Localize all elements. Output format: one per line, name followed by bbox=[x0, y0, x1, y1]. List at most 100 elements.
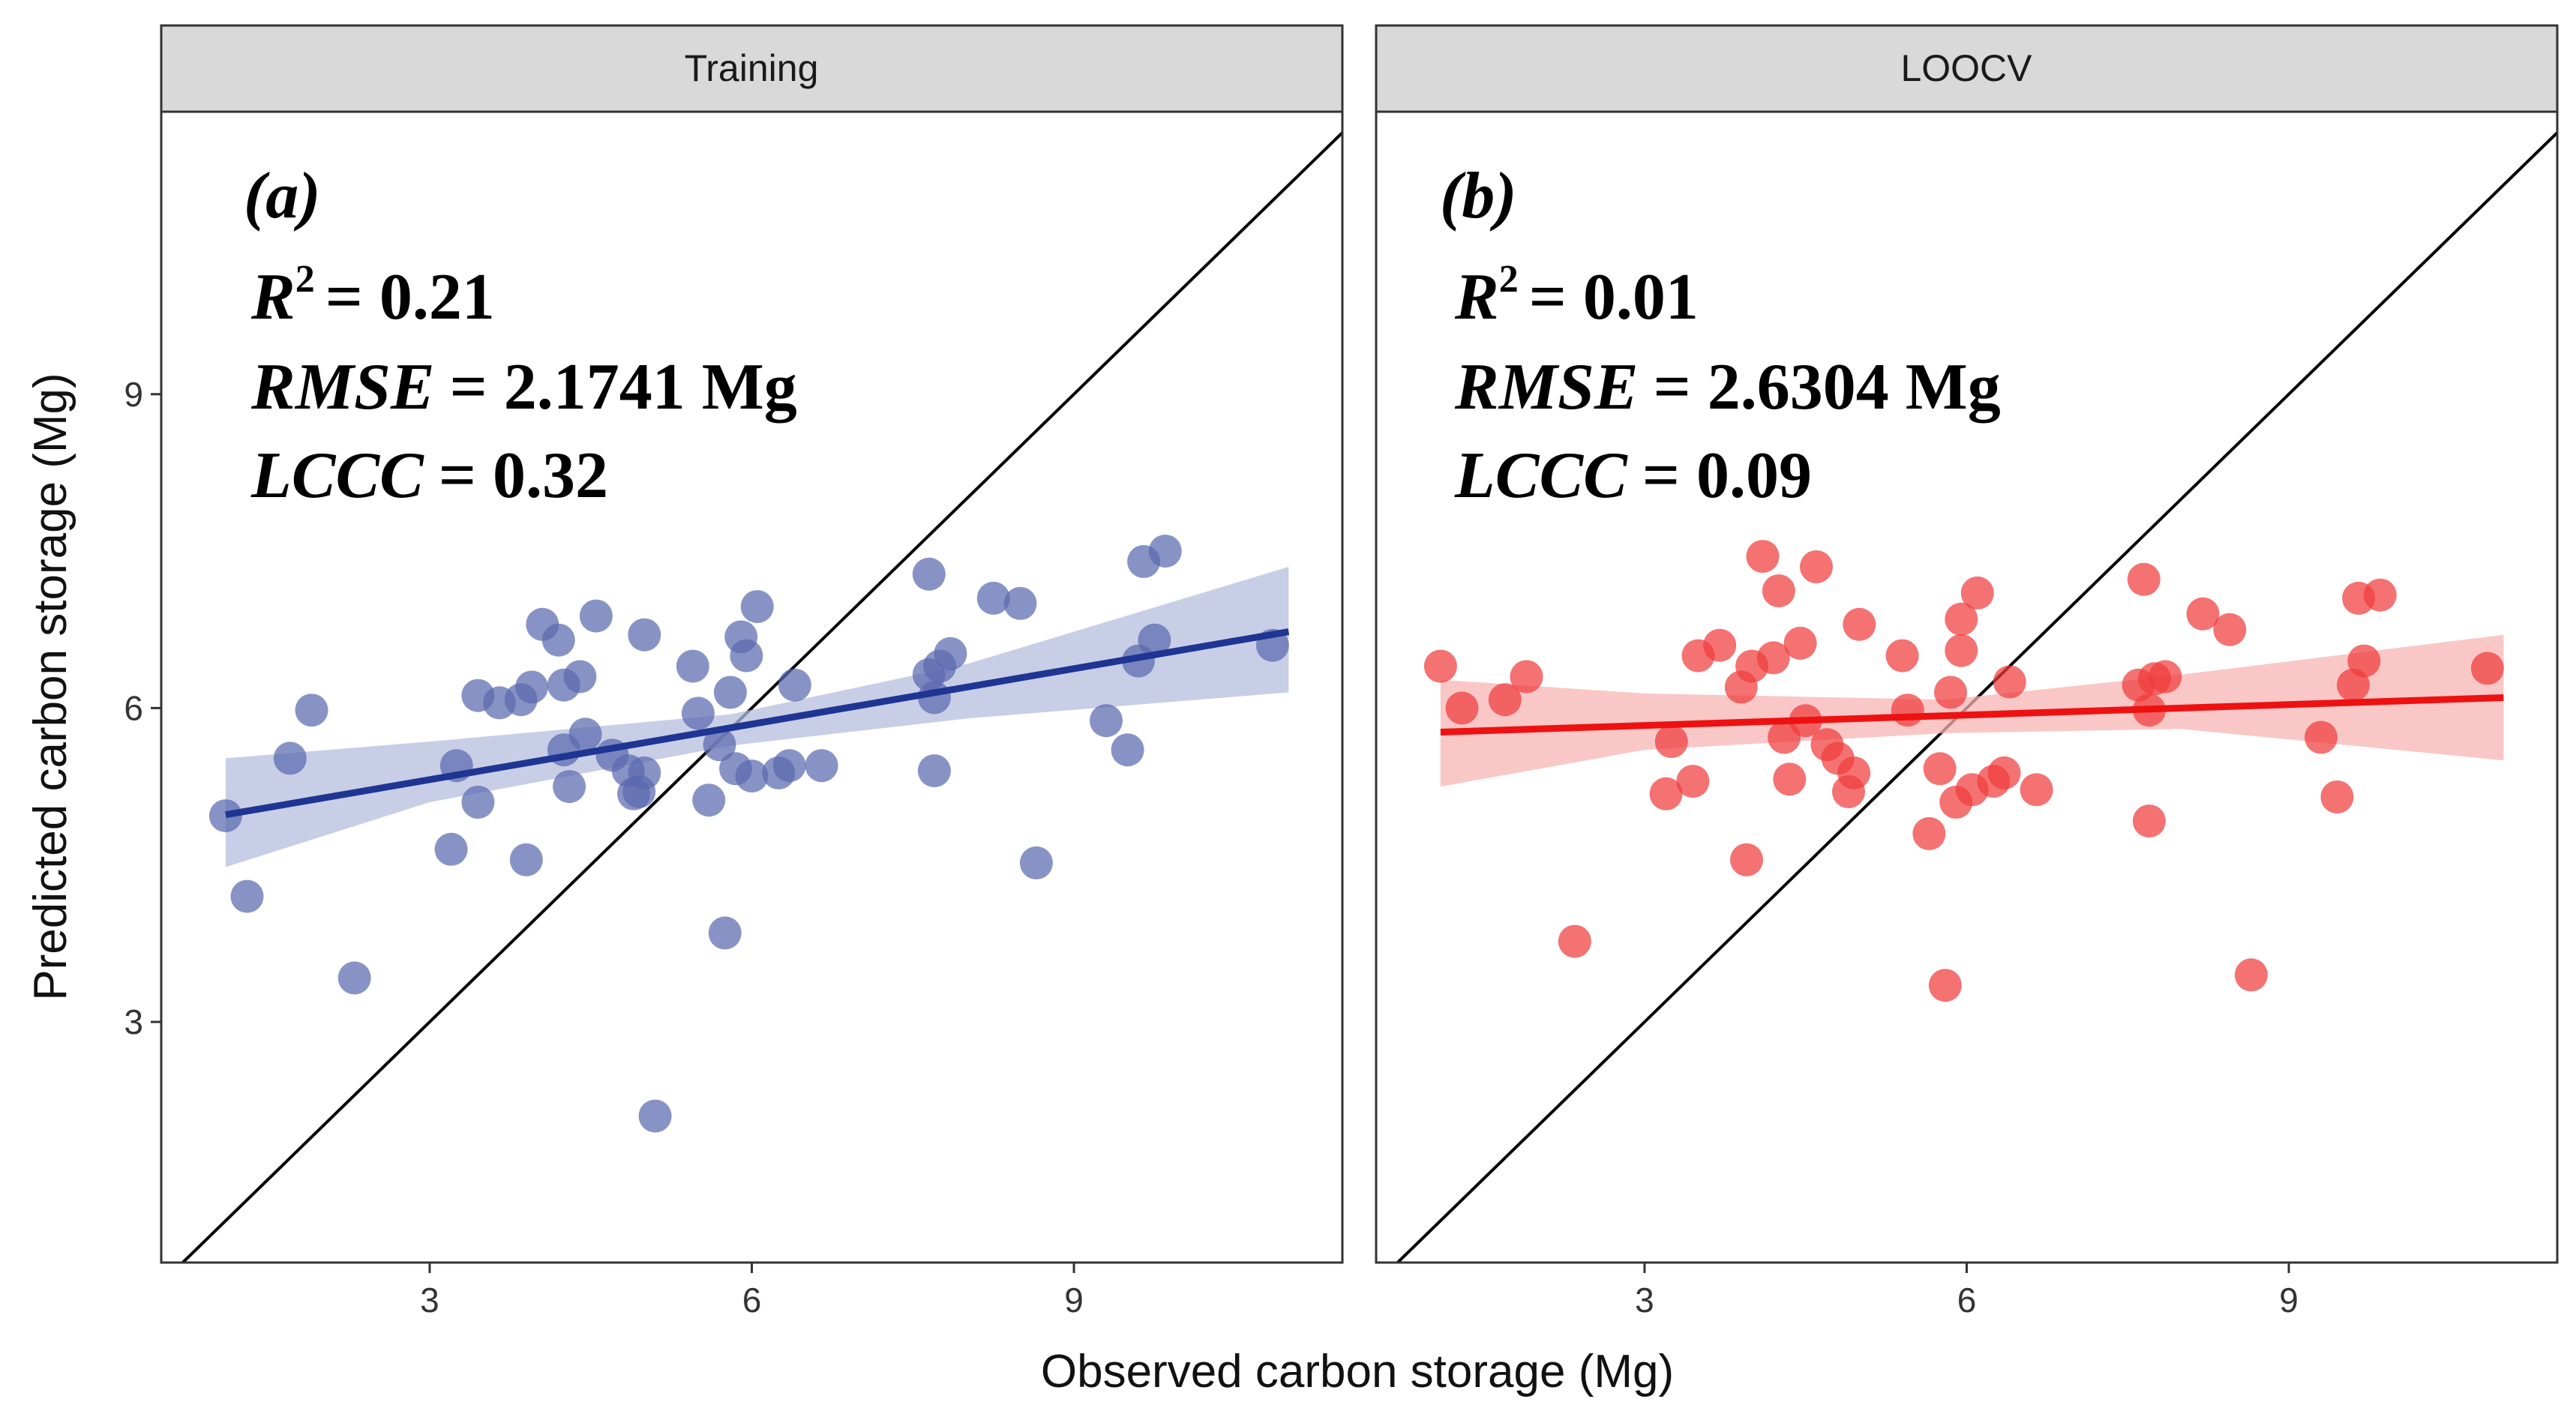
confidence-band bbox=[1440, 634, 2504, 787]
data-point bbox=[1993, 665, 2026, 699]
data-point bbox=[1885, 639, 1919, 673]
data-point bbox=[1837, 756, 1871, 789]
y-tick-label: 9 bbox=[124, 375, 143, 414]
rmse-annotation-b: RMSE = 2.6304 Mg bbox=[1454, 351, 2001, 424]
data-point bbox=[295, 694, 328, 727]
data-point bbox=[1746, 540, 1780, 574]
data-point bbox=[434, 832, 468, 866]
strip-label-loocv: LOOCV bbox=[1900, 47, 2032, 89]
data-point bbox=[509, 843, 543, 876]
data-point bbox=[912, 557, 946, 591]
data-point bbox=[805, 749, 838, 783]
data-point bbox=[1987, 756, 2021, 789]
data-point bbox=[1945, 634, 1978, 667]
data-point bbox=[735, 759, 769, 793]
y-tick-label: 6 bbox=[124, 688, 143, 727]
data-point bbox=[1756, 641, 1790, 675]
data-point bbox=[730, 639, 763, 673]
data-point bbox=[692, 783, 726, 817]
y-axis-title: Predicted carbon storage (Mg) bbox=[25, 373, 76, 1000]
data-point bbox=[1510, 660, 1543, 694]
data-point bbox=[1783, 626, 1817, 660]
lccc-annotation-b: LCCC = 0.09 bbox=[1454, 439, 1812, 512]
data-point bbox=[628, 756, 661, 789]
data-point bbox=[638, 1099, 672, 1133]
data-point bbox=[1019, 846, 1053, 879]
x-tick-label: 3 bbox=[420, 1281, 439, 1320]
x-tick-label: 3 bbox=[1635, 1281, 1654, 1320]
data-point bbox=[273, 741, 307, 775]
data-point bbox=[1762, 574, 1795, 608]
x-tick-label: 6 bbox=[1957, 1281, 1977, 1320]
x-tick-label: 6 bbox=[742, 1281, 762, 1320]
data-point bbox=[1423, 649, 1457, 683]
data-point bbox=[676, 649, 709, 683]
data-point bbox=[2132, 804, 2166, 838]
data-point bbox=[628, 618, 661, 652]
data-point bbox=[230, 879, 264, 913]
confidence-band bbox=[225, 567, 1289, 867]
data-point bbox=[1649, 777, 1683, 810]
data-point bbox=[2320, 780, 2354, 813]
identity-line bbox=[180, 131, 1342, 1263]
x-axis-title: Observed carbon storage (Mg) bbox=[1041, 1346, 1674, 1398]
x-tick-label: 9 bbox=[2279, 1281, 2299, 1320]
data-point bbox=[2305, 720, 2338, 754]
data-point bbox=[563, 660, 597, 694]
data-point bbox=[579, 599, 613, 633]
data-point bbox=[934, 637, 967, 670]
data-point bbox=[740, 590, 774, 624]
data-point bbox=[703, 728, 736, 762]
data-point bbox=[461, 786, 495, 819]
regression-line bbox=[225, 628, 1290, 819]
x-axis-loocv: 3 6 9 bbox=[1635, 1263, 2299, 1320]
data-point bbox=[1945, 602, 1978, 636]
strip-loocv bbox=[1375, 24, 2559, 113]
data-point bbox=[681, 697, 715, 730]
x-tick-label: 9 bbox=[1064, 1281, 1084, 1320]
data-point bbox=[1843, 607, 1876, 641]
data-point bbox=[337, 961, 371, 995]
data-point bbox=[1923, 752, 1957, 786]
data-point bbox=[541, 623, 575, 657]
data-point bbox=[772, 749, 806, 783]
data-point bbox=[778, 668, 811, 702]
data-point bbox=[1090, 704, 1123, 738]
data-point bbox=[208, 799, 242, 833]
r2-annotation-a: R2 = 0.21 bbox=[250, 258, 495, 334]
data-point bbox=[2347, 644, 2381, 678]
regression-line bbox=[1440, 694, 2504, 736]
data-point bbox=[1703, 628, 1737, 662]
data-point bbox=[1138, 623, 1171, 657]
panel-training: Training (a) R2 = 0.21 RMSE = 2.1741 Mg LC… bbox=[124, 24, 1344, 1320]
data-point bbox=[708, 916, 742, 950]
data-point bbox=[1488, 683, 1522, 717]
data-point bbox=[976, 581, 1010, 615]
data-point bbox=[2213, 613, 2247, 646]
data-point bbox=[1730, 843, 1763, 876]
data-point bbox=[1445, 691, 1479, 725]
data-point bbox=[2020, 773, 2053, 807]
data-point bbox=[2149, 660, 2182, 694]
panel-label-b: (b) bbox=[1440, 160, 1517, 232]
data-point bbox=[1773, 762, 1807, 796]
data-point bbox=[1912, 816, 1946, 850]
strip-training bbox=[160, 24, 1344, 113]
r2-annotation-b: R2 = 0.01 bbox=[1454, 258, 1699, 334]
data-point bbox=[1558, 924, 1591, 958]
data-point bbox=[1148, 535, 1182, 568]
data-point bbox=[568, 717, 602, 751]
data-point bbox=[1676, 765, 1710, 798]
x-axis-training: 3 6 9 bbox=[420, 1263, 1084, 1320]
panel-label-a: (a) bbox=[244, 160, 321, 232]
data-point bbox=[1654, 725, 1688, 759]
panel-loocv: LOOCV (b) R2 = 0.01 RMSE = 2.6304 Mg LCCC =… bbox=[1375, 24, 2559, 1320]
data-point bbox=[1800, 550, 1833, 583]
lccc-annotation-a: LCCC = 0.32 bbox=[250, 439, 608, 512]
data-point bbox=[917, 754, 951, 788]
data-point bbox=[2363, 578, 2397, 612]
strip-label-training: Training bbox=[685, 47, 819, 89]
data-point bbox=[553, 770, 586, 804]
data-point bbox=[515, 670, 548, 704]
